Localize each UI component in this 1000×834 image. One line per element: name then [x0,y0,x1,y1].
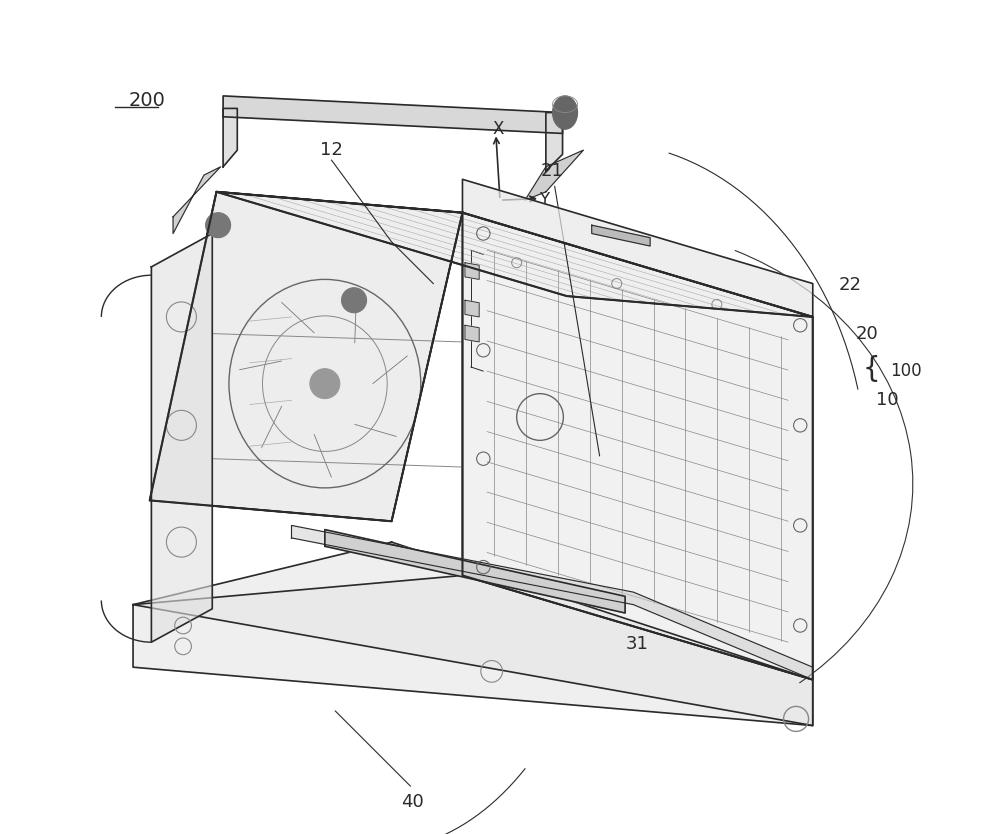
Circle shape [342,288,367,313]
Text: 40: 40 [401,793,424,811]
Polygon shape [325,530,625,613]
Polygon shape [462,213,813,680]
Polygon shape [465,300,479,317]
Text: 10: 10 [876,391,899,409]
Text: 200: 200 [129,91,166,109]
Text: 12: 12 [320,141,343,159]
Polygon shape [292,525,813,680]
Polygon shape [150,192,462,521]
Polygon shape [151,234,212,642]
Polygon shape [133,575,813,726]
Circle shape [310,369,340,399]
Text: 100: 100 [890,362,922,380]
Polygon shape [133,542,813,726]
Polygon shape [223,96,563,133]
Polygon shape [525,150,583,200]
Text: 20: 20 [856,324,878,343]
Polygon shape [216,192,813,317]
Text: {: { [862,354,880,383]
Polygon shape [592,225,650,246]
Polygon shape [173,167,221,234]
Text: 22: 22 [839,276,862,294]
Polygon shape [462,179,813,317]
Polygon shape [465,263,479,279]
Text: Y: Y [539,191,549,209]
Text: 31: 31 [626,635,649,653]
Circle shape [206,213,231,238]
Polygon shape [465,325,479,342]
Text: X: X [493,120,504,138]
Text: 21: 21 [540,162,563,180]
Polygon shape [546,113,563,171]
Polygon shape [223,108,237,167]
Ellipse shape [553,96,578,129]
